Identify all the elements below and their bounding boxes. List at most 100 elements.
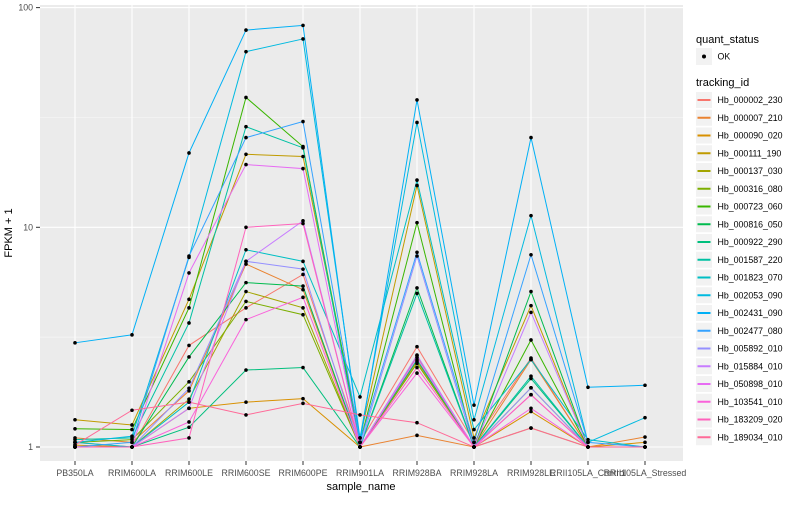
- data-point: [643, 440, 647, 445]
- data-point: [472, 427, 476, 432]
- data-point: [244, 162, 248, 167]
- legend-ok-label: OK: [718, 52, 731, 62]
- data-point: [187, 297, 191, 302]
- x-tick-label: RRII105LA_Control: [550, 468, 626, 478]
- data-point: [529, 303, 533, 308]
- x-tick-label: RRIM600SE: [222, 468, 271, 478]
- data-point: [244, 413, 248, 417]
- data-point: [301, 37, 305, 41]
- data-point: [415, 344, 419, 349]
- data-point: [130, 440, 134, 445]
- data-point: [130, 445, 134, 449]
- data-point: [529, 426, 533, 430]
- data-point: [358, 440, 362, 445]
- legend-entry-label: Hb_000723_060: [718, 202, 783, 212]
- data-point: [415, 120, 419, 125]
- data-point: [244, 262, 248, 266]
- data-point: [586, 445, 590, 449]
- legend-entry-label: Hb_000111_190: [718, 148, 782, 158]
- legend-entry-label: Hb_189034_010: [718, 432, 783, 442]
- y-tick-label: 10: [23, 222, 33, 232]
- data-point: [187, 420, 191, 424]
- data-point: [415, 361, 419, 366]
- legend: quant_status OK tracking_id Hb_000002_23…: [696, 34, 783, 446]
- data-point: [187, 397, 191, 402]
- x-tick-label: RRIM600PE: [279, 468, 328, 478]
- x-tick-label: RRII105LA_Stressed: [604, 468, 687, 478]
- data-point: [415, 254, 419, 258]
- data-point: [529, 374, 533, 379]
- data-point: [130, 408, 134, 413]
- data-point: [415, 291, 419, 296]
- data-point: [73, 417, 77, 422]
- x-axis-tick-labels: PB350LA RRIM600LA RRIM600LE RRIM600SE RRIM60…: [56, 468, 686, 478]
- x-tick-label: RRIM928BA: [393, 468, 442, 478]
- data-point: [415, 183, 419, 188]
- legend-entry-label: Hb_005892_010: [718, 344, 783, 354]
- data-point: [529, 338, 533, 342]
- legend-entry-label: Hb_002477_080: [718, 326, 783, 336]
- data-point: [187, 380, 191, 384]
- data-point: [358, 413, 362, 417]
- legend-entry-label: Hb_000137_030: [718, 166, 783, 176]
- data-point: [73, 427, 77, 431]
- legend-quant-status-title: quant_status: [696, 34, 759, 46]
- data-point: [301, 284, 305, 288]
- data-point: [244, 49, 248, 54]
- data-point: [529, 385, 533, 390]
- ok-point-icon: [702, 54, 706, 59]
- data-points: [73, 23, 647, 449]
- data-point: [529, 252, 533, 257]
- data-point: [244, 28, 248, 32]
- data-point: [586, 437, 590, 442]
- data-point: [643, 435, 647, 439]
- x-tick-label: RRIM600LE: [165, 468, 213, 478]
- data-point: [73, 440, 77, 445]
- data-point: [586, 385, 590, 390]
- data-point: [244, 259, 248, 264]
- x-axis-title: sample_name: [326, 481, 395, 493]
- data-point: [301, 221, 305, 226]
- data-point: [415, 353, 419, 357]
- data-point: [643, 383, 647, 388]
- data-point: [187, 321, 191, 325]
- data-point: [472, 403, 476, 407]
- axis-ticks: [36, 7, 646, 465]
- data-point: [244, 317, 248, 322]
- data-point: [643, 445, 647, 449]
- data-point: [529, 357, 533, 362]
- legend-entry-label: Hb_000090_020: [718, 131, 783, 141]
- legend-entry-label: Hb_103541_010: [718, 397, 783, 407]
- data-point: [415, 220, 419, 225]
- legend-entry-label: Hb_002053_090: [718, 290, 783, 300]
- x-tick-label: RRIM901LA: [336, 468, 384, 478]
- x-tick-label: PB350LA: [56, 468, 93, 478]
- data-point: [472, 440, 476, 445]
- data-point: [301, 365, 305, 370]
- data-point: [244, 124, 248, 129]
- data-point: [244, 247, 248, 252]
- data-point: [301, 295, 305, 300]
- data-point: [187, 355, 191, 359]
- data-point: [187, 436, 191, 440]
- data-point: [187, 254, 191, 258]
- data-point: [187, 271, 191, 275]
- data-point: [358, 395, 362, 399]
- x-tick-label: RRIM600LA: [108, 468, 156, 478]
- data-point: [358, 436, 362, 440]
- data-point: [244, 152, 248, 157]
- legend-entry-label: Hb_000002_230: [718, 95, 783, 105]
- data-point: [187, 406, 191, 411]
- data-point: [244, 280, 248, 285]
- data-point: [244, 306, 248, 310]
- data-point: [415, 420, 419, 425]
- data-point: [415, 98, 419, 102]
- data-point: [529, 409, 533, 414]
- data-point: [301, 119, 305, 124]
- data-point: [301, 146, 305, 150]
- data-point: [415, 178, 419, 182]
- data-point: [244, 95, 248, 100]
- data-point: [301, 312, 305, 317]
